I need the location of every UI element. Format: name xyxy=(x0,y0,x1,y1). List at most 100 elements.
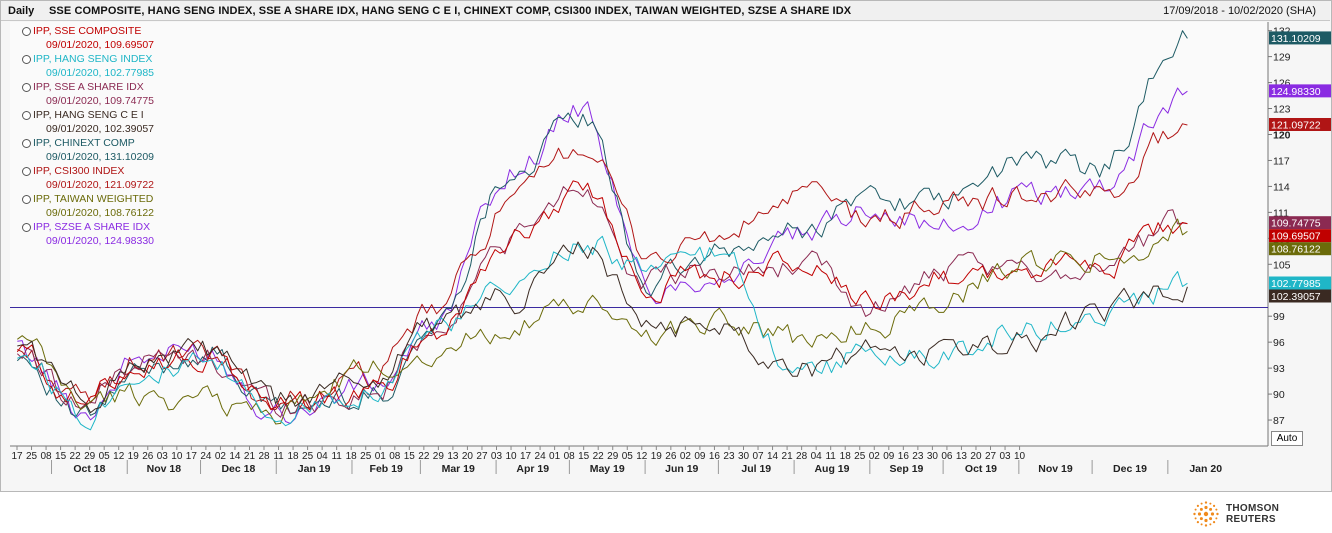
end-value-label: 121.09722 xyxy=(1271,119,1321,131)
y-tick-label: 87 xyxy=(1273,415,1285,427)
legend-entry[interactable]: IPP, SZSE A SHARE IDX 09/01/2020, 124.983… xyxy=(22,220,154,248)
legend-bullet-icon xyxy=(22,195,31,204)
x-tick-label: 02 xyxy=(215,451,227,462)
x-tick-label: 17 xyxy=(186,451,198,462)
x-tick-label: 08 xyxy=(40,451,52,462)
series-line[interactable] xyxy=(17,235,1188,431)
x-tick-label: 30 xyxy=(927,451,939,462)
x-tick-label: 18 xyxy=(346,451,358,462)
legend-entry[interactable]: IPP, SSE A SHARE IDX 09/01/2020, 109.7477… xyxy=(22,80,154,108)
series-line[interactable] xyxy=(17,241,1188,414)
x-tick-label: 08 xyxy=(389,451,401,462)
end-value-label: 109.69507 xyxy=(1271,231,1321,243)
legend-bullet-icon xyxy=(22,27,31,36)
date-range[interactable]: 17/09/2018 - 10/02/2020 (SHA) xyxy=(1163,5,1316,17)
x-tick-label: 28 xyxy=(258,451,270,462)
end-value-label: 102.39057 xyxy=(1271,291,1321,303)
x-tick-label: 25 xyxy=(360,451,372,462)
end-value-tag xyxy=(1269,31,1331,45)
x-tick-label: 17 xyxy=(11,451,23,462)
x-month-label: Oct 18 xyxy=(73,463,105,475)
x-tick-label: 29 xyxy=(84,451,96,462)
end-value-tag xyxy=(1269,276,1331,290)
x-tick-label: 03 xyxy=(157,451,169,462)
x-tick-label: 10 xyxy=(171,451,183,462)
y-tick-label: 120 xyxy=(1273,129,1291,141)
x-tick-label: 22 xyxy=(593,451,605,462)
legend-entry[interactable]: IPP, SSE COMPOSITE 09/01/2020, 109.69507 xyxy=(22,24,154,52)
series-line[interactable] xyxy=(16,186,1188,418)
x-tick-label: 04 xyxy=(317,451,329,462)
legend-value: 09/01/2020, 124.98330 xyxy=(46,235,155,247)
legend-bullet-icon xyxy=(22,167,31,176)
x-tick-label: 16 xyxy=(898,451,910,462)
x-tick-label: 15 xyxy=(578,451,590,462)
legend: IPP, SSE COMPOSITE 09/01/2020, 109.69507 I… xyxy=(22,24,154,248)
legend-bullet-icon xyxy=(22,223,31,232)
x-tick-label: 10 xyxy=(505,451,517,462)
series-line[interactable] xyxy=(17,123,1188,411)
x-tick-label: 20 xyxy=(462,451,474,462)
x-month-label: Mar 19 xyxy=(442,463,475,475)
x-tick-label: 05 xyxy=(99,451,111,462)
x-tick-label: 13 xyxy=(447,451,459,462)
frequency-label[interactable]: Daily xyxy=(8,5,35,17)
x-tick-label: 07 xyxy=(752,451,764,462)
x-tick-label: 25 xyxy=(302,451,314,462)
x-tick-label: 11 xyxy=(331,451,342,462)
x-month-label: Feb 19 xyxy=(370,463,403,475)
x-month-label: Jun 19 xyxy=(665,463,698,475)
legend-value: 09/01/2020, 109.69507 xyxy=(46,39,155,51)
thomson-reuters-logo-icon xyxy=(1193,501,1219,527)
instrument-list: SSE COMPOSITE, HANG SENG INDEX, SSE A SH… xyxy=(49,5,852,17)
x-tick-label: 12 xyxy=(636,451,648,462)
x-tick-label: 26 xyxy=(665,451,677,462)
legend-value: 09/01/2020, 108.76122 xyxy=(46,207,155,219)
x-tick-label: 02 xyxy=(680,451,692,462)
end-value-label: 108.76122 xyxy=(1271,244,1321,256)
legend-bullet-icon xyxy=(22,55,31,64)
legend-entry[interactable]: IPP, CSI300 INDEX 09/01/2020, 121.09722 xyxy=(22,164,154,192)
legend-value: 09/01/2020, 121.09722 xyxy=(46,179,155,191)
x-month-label: Apr 19 xyxy=(516,463,549,475)
legend-entry[interactable]: IPP, HANG SENG INDEX 09/01/2020, 102.7798… xyxy=(22,52,154,80)
x-tick-label: 11 xyxy=(273,451,284,462)
x-month-label: Nov 18 xyxy=(147,463,182,475)
auto-scale-button[interactable]: Auto xyxy=(1271,431,1303,446)
x-tick-label: 09 xyxy=(694,451,706,462)
x-tick-label: 09 xyxy=(883,451,895,462)
x-tick-label: 17 xyxy=(520,451,532,462)
end-value-tag xyxy=(1269,84,1331,98)
x-tick-label: 22 xyxy=(70,451,82,462)
x-tick-label: 29 xyxy=(607,451,619,462)
legend-entry[interactable]: IPP, TAIWAN WEIGHTED 09/01/2020, 108.7612… xyxy=(22,192,154,220)
x-month-label: Jan 19 xyxy=(298,463,331,475)
x-tick-label: 21 xyxy=(782,451,794,462)
x-tick-label: 24 xyxy=(535,451,547,462)
end-value-label: 124.98330 xyxy=(1271,86,1321,98)
thomson-reuters-logo: THOMSON REUTERS xyxy=(1192,500,1332,528)
x-tick-label: 19 xyxy=(651,451,663,462)
series-line[interactable] xyxy=(17,218,1188,425)
x-tick-label: 20 xyxy=(970,451,982,462)
x-tick-label: 15 xyxy=(404,451,416,462)
end-value-tag xyxy=(1269,289,1331,303)
x-tick-label: 01 xyxy=(375,451,387,462)
x-tick-label: 26 xyxy=(142,451,154,462)
legend-title: IPP, SSE COMPOSITE xyxy=(33,25,142,37)
series-line[interactable] xyxy=(16,30,1188,418)
x-tick-label: 30 xyxy=(738,451,750,462)
x-month-label: Jan 20 xyxy=(1189,463,1222,475)
x-tick-label: 08 xyxy=(564,451,576,462)
legend-entry[interactable]: IPP, HANG SENG C E I 09/01/2020, 102.3905… xyxy=(22,108,154,136)
x-tick-label: 12 xyxy=(113,451,125,462)
x-tick-label: 23 xyxy=(723,451,735,462)
y-tick-label: 96 xyxy=(1273,337,1285,349)
x-tick-label: 02 xyxy=(869,451,881,462)
legend-title: IPP, SSE A SHARE IDX xyxy=(33,81,144,93)
legend-entry[interactable]: IPP, CHINEXT COMP 09/01/2020, 131.10209 xyxy=(22,136,154,164)
chart-plot[interactable]: 8790939699105108111114117120123126129132… xyxy=(0,0,1332,492)
legend-title: IPP, HANG SENG C E I xyxy=(33,109,144,121)
end-value-tag xyxy=(1269,229,1331,243)
legend-title: IPP, HANG SENG INDEX xyxy=(33,53,153,65)
